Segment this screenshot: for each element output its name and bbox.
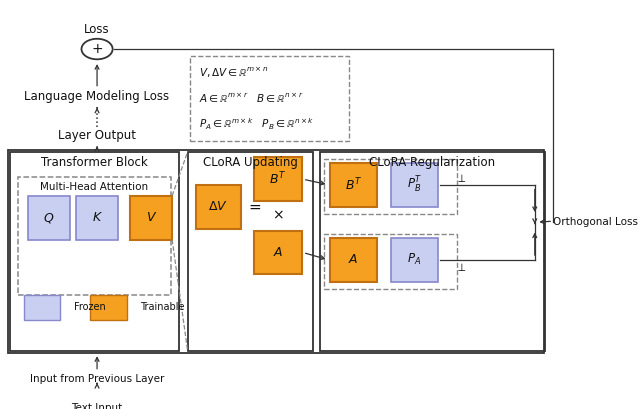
Text: $A$: $A$ <box>273 246 284 259</box>
FancyBboxPatch shape <box>76 196 118 240</box>
Text: $P_A \in \mathbb{R}^{m\times k}$   $P_B \in \mathbb{R}^{n\times k}$: $P_A \in \mathbb{R}^{m\times k}$ $P_B \i… <box>199 116 314 132</box>
FancyBboxPatch shape <box>391 163 438 207</box>
FancyBboxPatch shape <box>255 231 301 274</box>
Text: $V$: $V$ <box>146 211 157 224</box>
Text: $B^T$: $B^T$ <box>344 176 362 193</box>
Text: CLoRA Updating: CLoRA Updating <box>203 156 298 169</box>
FancyBboxPatch shape <box>255 157 301 201</box>
Text: Loss: Loss <box>84 23 110 36</box>
Text: Language Modeling Loss: Language Modeling Loss <box>24 90 170 103</box>
Text: Frozen: Frozen <box>74 303 106 312</box>
FancyBboxPatch shape <box>131 196 172 240</box>
Text: Layer Output: Layer Output <box>58 129 136 142</box>
FancyBboxPatch shape <box>330 238 377 282</box>
FancyBboxPatch shape <box>196 185 241 229</box>
Text: $\perp$: $\perp$ <box>454 261 466 273</box>
Text: Orthogonal Loss: Orthogonal Loss <box>553 217 638 227</box>
FancyBboxPatch shape <box>90 294 127 320</box>
Text: $Q$: $Q$ <box>44 211 54 225</box>
Text: $=$: $=$ <box>246 199 262 214</box>
Text: $B^T$: $B^T$ <box>269 171 287 187</box>
Text: Input from Previous Layer: Input from Previous Layer <box>30 374 164 384</box>
FancyBboxPatch shape <box>28 196 70 240</box>
Text: $\perp$: $\perp$ <box>454 172 466 184</box>
Text: $K$: $K$ <box>92 211 103 224</box>
Text: $+$: $+$ <box>91 42 103 56</box>
Text: $A$: $A$ <box>348 253 358 266</box>
FancyBboxPatch shape <box>330 163 377 207</box>
Text: $V, \Delta V \in \mathbb{R}^{m\times n}$: $V, \Delta V \in \mathbb{R}^{m\times n}$ <box>199 66 268 80</box>
Text: $A \in \mathbb{R}^{m\times r}$   $B \in \mathbb{R}^{n\times r}$: $A \in \mathbb{R}^{m\times r}$ $B \in \m… <box>199 92 303 105</box>
Text: CLoRA Regularization: CLoRA Regularization <box>369 156 495 169</box>
FancyBboxPatch shape <box>391 238 438 282</box>
Text: Transformer Block: Transformer Block <box>41 156 148 169</box>
Text: $P_B^T$: $P_B^T$ <box>406 175 422 195</box>
Text: Text Input: Text Input <box>72 403 123 409</box>
Text: $\times$: $\times$ <box>272 209 284 223</box>
FancyBboxPatch shape <box>24 294 60 320</box>
Text: Trainable: Trainable <box>140 303 185 312</box>
Text: $\Delta V$: $\Delta V$ <box>209 200 228 213</box>
Text: Multi-Head Attention: Multi-Head Attention <box>40 182 148 191</box>
Text: $P_A$: $P_A$ <box>407 252 422 267</box>
